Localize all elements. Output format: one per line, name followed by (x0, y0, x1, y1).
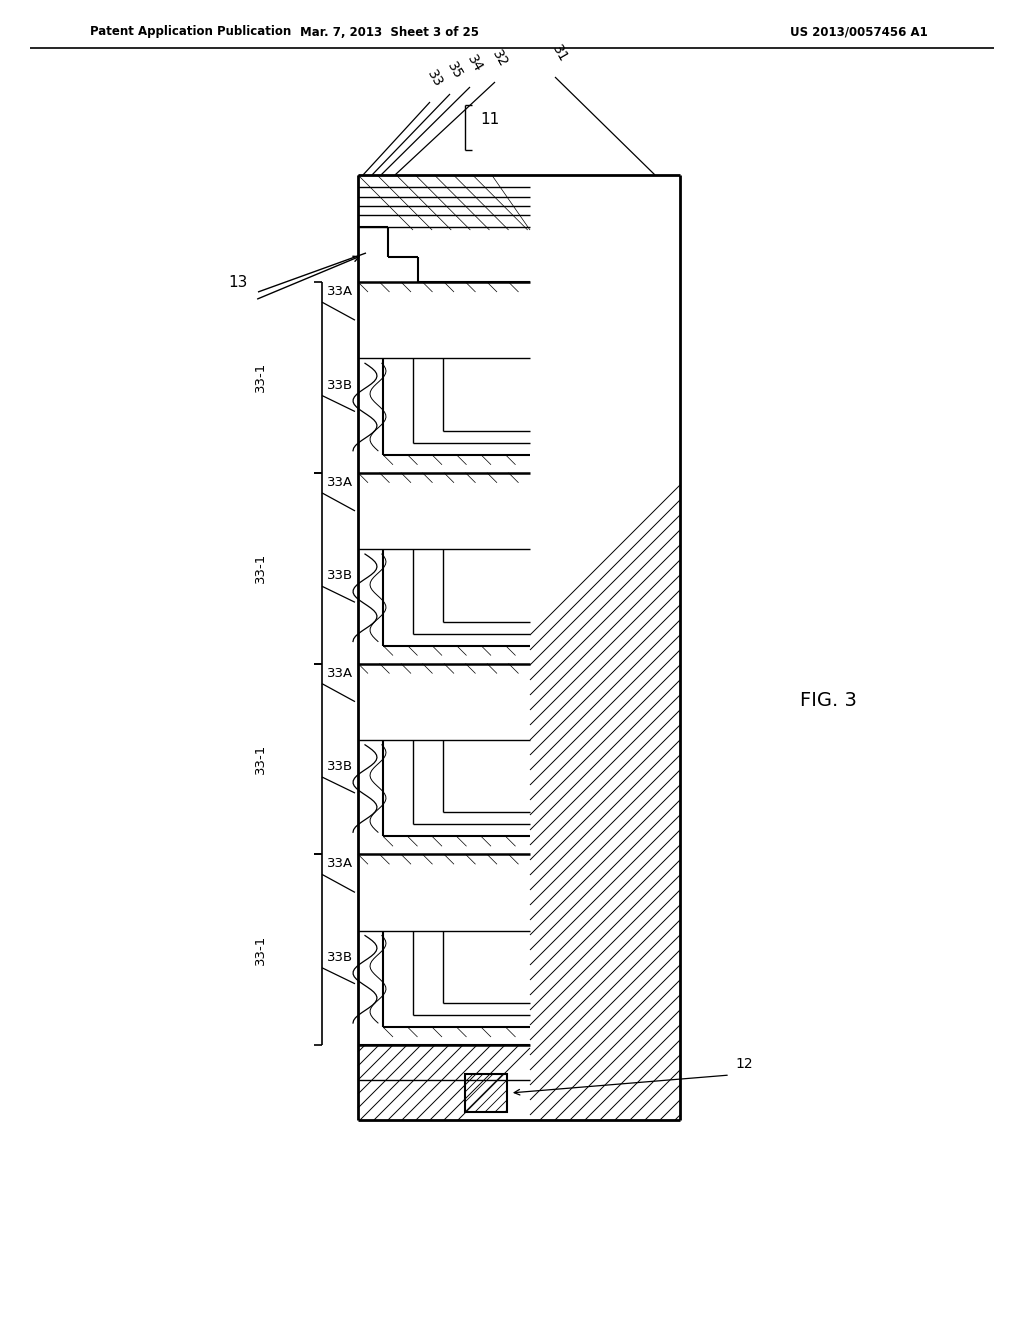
Text: 33: 33 (425, 67, 445, 90)
Bar (465, 1074, 507, 1111)
Text: 33-1: 33-1 (254, 362, 266, 392)
Text: 33B: 33B (327, 950, 353, 964)
Text: Patent Application Publication: Patent Application Publication (90, 25, 291, 38)
Text: 33B: 33B (327, 379, 353, 392)
Text: 33A: 33A (327, 667, 353, 680)
Text: 32: 32 (489, 48, 510, 70)
Text: 11: 11 (480, 112, 500, 127)
Text: 34: 34 (465, 53, 485, 75)
Text: 31: 31 (550, 42, 570, 65)
Text: FIG. 3: FIG. 3 (800, 690, 857, 710)
Text: 33A: 33A (327, 285, 353, 298)
Text: US 2013/0057456 A1: US 2013/0057456 A1 (790, 25, 928, 38)
Text: 33A: 33A (327, 858, 353, 870)
Text: 33B: 33B (327, 760, 353, 774)
Text: 35: 35 (444, 59, 466, 82)
Text: 33-1: 33-1 (254, 553, 266, 583)
Text: 13: 13 (228, 275, 248, 290)
Text: 33B: 33B (327, 569, 353, 582)
Text: 33-1: 33-1 (254, 743, 266, 774)
Text: 33-1: 33-1 (254, 935, 266, 965)
Text: 33A: 33A (327, 477, 353, 488)
Text: Mar. 7, 2013  Sheet 3 of 25: Mar. 7, 2013 Sheet 3 of 25 (300, 25, 479, 38)
Text: 12: 12 (735, 1057, 753, 1071)
